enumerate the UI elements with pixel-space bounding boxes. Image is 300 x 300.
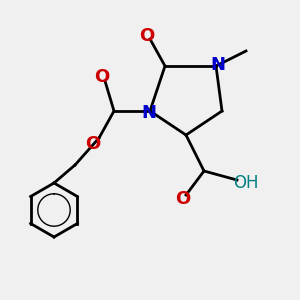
Text: O: O bbox=[176, 190, 190, 208]
Text: O: O bbox=[94, 68, 110, 85]
Text: N: N bbox=[210, 56, 225, 74]
Text: O: O bbox=[85, 135, 100, 153]
Text: O: O bbox=[140, 27, 154, 45]
Text: OH: OH bbox=[233, 174, 259, 192]
Text: N: N bbox=[141, 103, 156, 122]
